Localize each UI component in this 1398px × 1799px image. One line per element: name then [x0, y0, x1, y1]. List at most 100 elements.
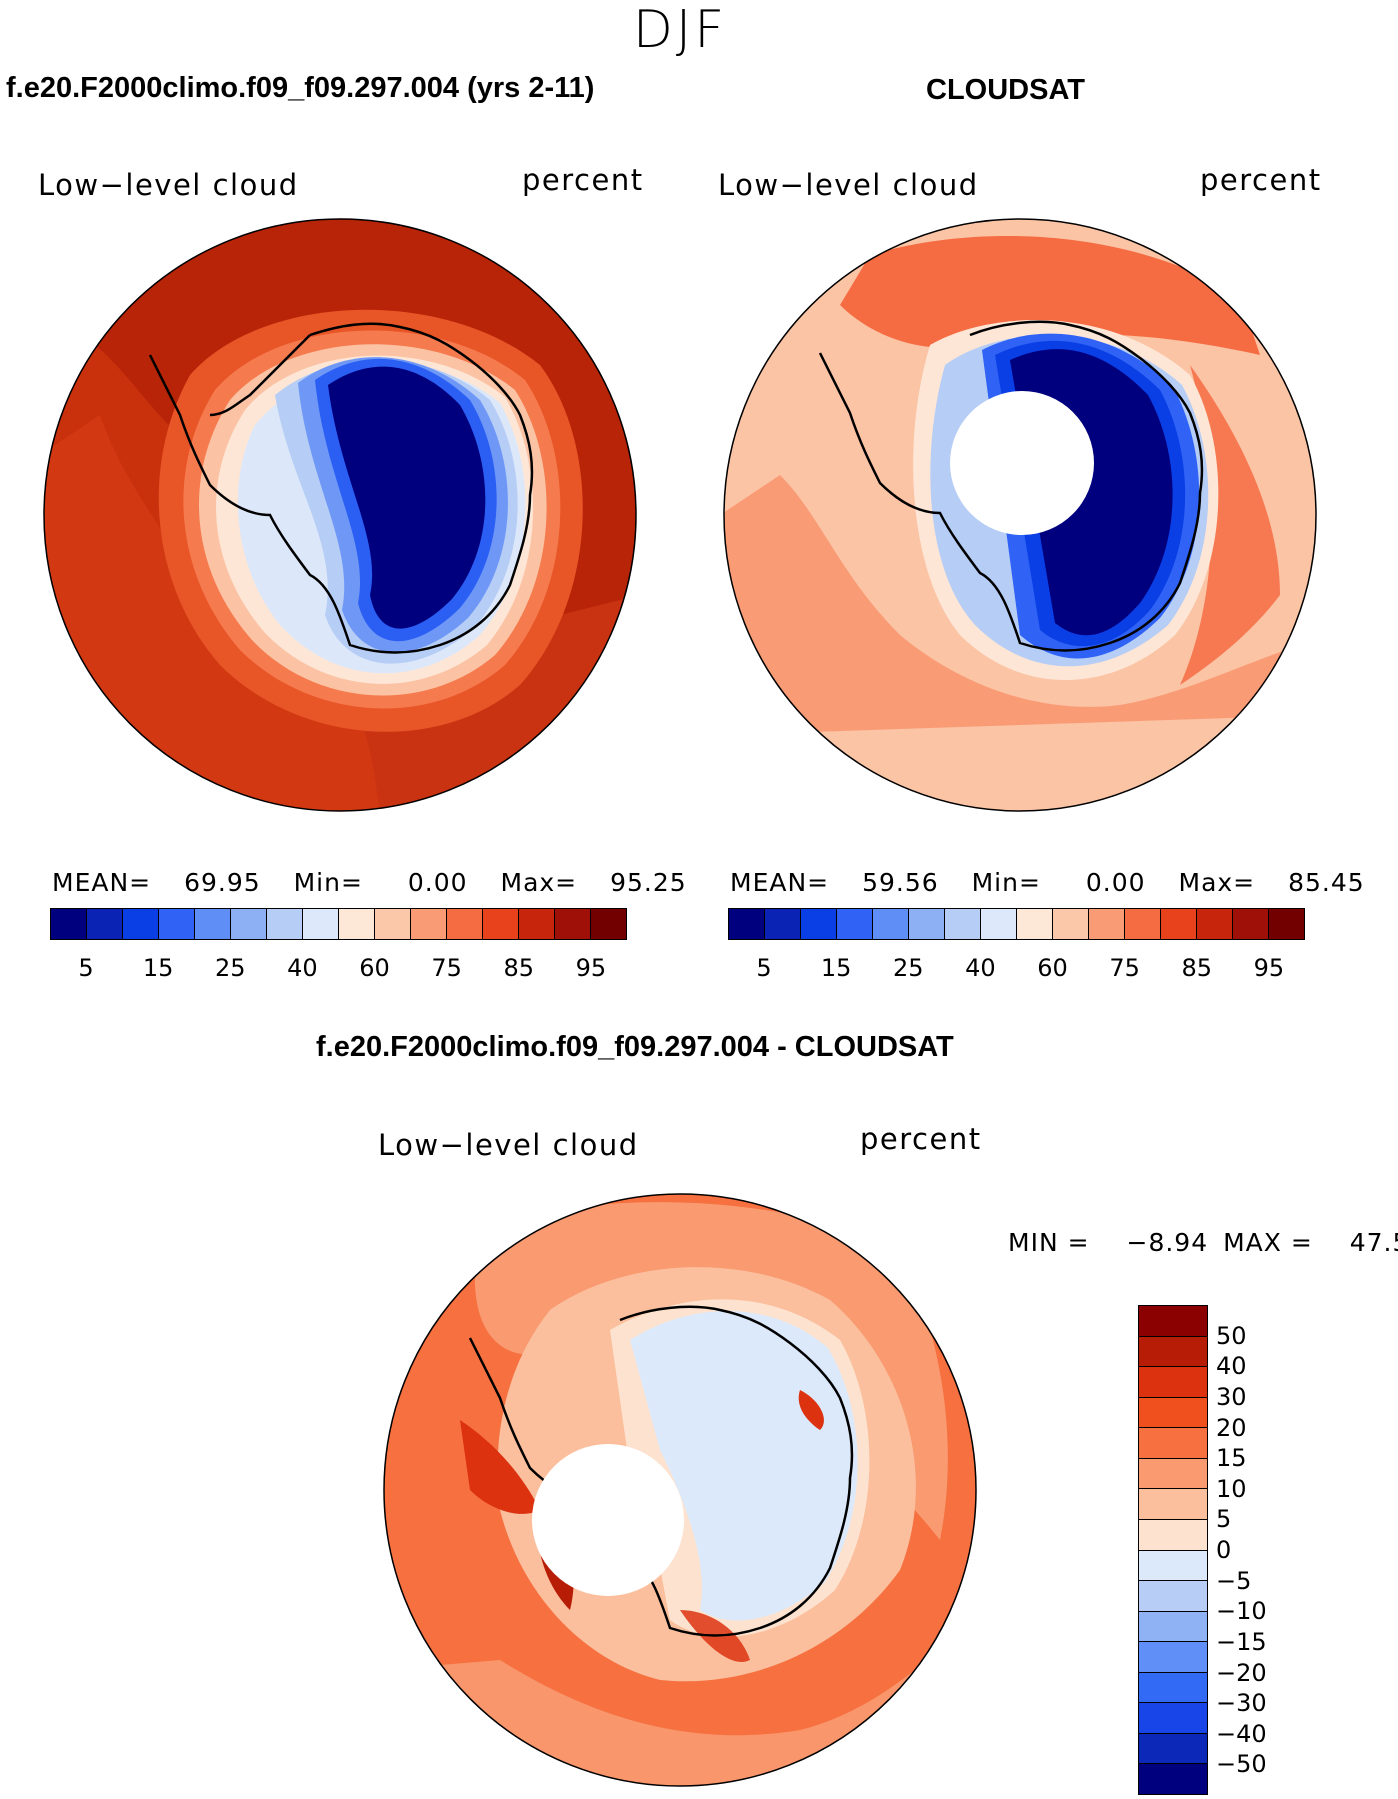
difference-colorbar-swatch [1139, 1519, 1207, 1551]
panel-2-colorbar-swatch [873, 909, 909, 939]
panel-1-colorbar-tick-label: 15 [142, 954, 174, 982]
panel-1-colorbar-swatch [447, 909, 483, 939]
panel-1-colorbar-swatch [195, 909, 231, 939]
panel-2-colorbar-tick-label: 40 [965, 954, 996, 982]
difference-map [383, 1193, 977, 1787]
panel-2-colorbar-swatch [909, 909, 945, 939]
panel-1-coastline [148, 322, 534, 654]
panel-1-title: f.e20.F2000climo.f09_f09.297.004 (yrs 2-… [6, 72, 595, 104]
panel-2-mean-value: 59.56 [862, 868, 939, 897]
difference-max-label: MAX = [1223, 1228, 1313, 1257]
difference-units-label: percent [860, 1122, 982, 1156]
panel-1-colorbar-swatch [123, 909, 159, 939]
difference-colorbar-tick-label: −10 [1216, 1597, 1267, 1626]
difference-field-region [798, 1390, 824, 1430]
panel-1-colorbar [50, 908, 627, 940]
panel-1-colorbar-swatch [519, 909, 555, 939]
panel-1-field-region [44, 415, 636, 811]
difference-colorbar-swatch [1139, 1489, 1207, 1520]
panel-2-colorbar-swatch [1269, 909, 1304, 939]
panel-1-colorbar-swatch [303, 909, 339, 939]
difference-polar-gap [532, 1444, 684, 1596]
difference-max-value: 47.50 [1349, 1228, 1398, 1257]
difference-colorbar-swatch [1139, 1428, 1207, 1459]
panel-1-colorbar-swatch [411, 909, 447, 939]
difference-colorbar-tick-label: −5 [1216, 1566, 1252, 1595]
difference-colorbar-tick-label: −30 [1216, 1689, 1267, 1718]
panel-1-colorbar-tick-label: 85 [503, 954, 535, 982]
difference-colorbar-tick-label: 5 [1216, 1505, 1232, 1534]
difference-colorbar-swatch [1139, 1306, 1207, 1337]
panel-2-max-label: Max= [1178, 868, 1256, 897]
panel-2-colorbar-swatch [1053, 909, 1089, 939]
difference-colorbar-tick-label: 50 [1216, 1321, 1247, 1350]
difference-colorbar-tick-label: −50 [1216, 1750, 1267, 1779]
panel-2-colorbar-swatch [945, 909, 981, 939]
difference-colorbar-swatch [1139, 1703, 1207, 1734]
difference-colorbar-tick-label: 0 [1216, 1536, 1232, 1564]
difference-coastline [468, 1305, 854, 1637]
panel-2-coastline [818, 320, 1204, 652]
difference-field-region [474, 1202, 948, 1540]
panel-1-colorbar-tick-label: 5 [78, 954, 94, 982]
panel-2-mean-label: MEAN= [730, 868, 830, 897]
panel-2-colorbar-tick-label: 15 [820, 954, 852, 982]
panel-1-colorbar-swatch [87, 909, 123, 939]
panel-2-colorbar-tick-label: 75 [1109, 954, 1140, 982]
difference-colorbar-tick-label: −20 [1216, 1658, 1267, 1687]
panel-1-colorbar-swatch [555, 909, 591, 939]
difference-colorbar-tick-label: −15 [1216, 1627, 1267, 1656]
panel-2-colorbar-swatch [1233, 909, 1269, 939]
difference-colorbar-swatch [1139, 1642, 1207, 1673]
panel-2-colorbar-tick-label: 85 [1181, 954, 1213, 982]
panel-1-mean-value: 69.95 [184, 868, 261, 897]
difference-colorbar-swatch [1139, 1367, 1207, 1398]
panel-2-colorbar-swatch [801, 909, 837, 939]
panel-2-colorbar-swatch [765, 909, 801, 939]
difference-colorbar-swatch [1139, 1611, 1207, 1643]
difference-colorbar-tick-label: 10 [1216, 1474, 1247, 1503]
panel-1-variable-label: Low−level cloud [38, 168, 299, 202]
panel-2-stats: MEAN= 59.56 Min= 0.00 Max= 85.45 [730, 868, 1365, 897]
panel-2-colorbar-tick-label: 95 [1253, 954, 1285, 982]
panel-1-colorbar-swatch [267, 909, 303, 939]
panel-1-min-value: 0.00 [407, 868, 468, 897]
difference-colorbar-tick-label: −40 [1216, 1719, 1267, 1748]
difference-min-value: −8.94 [1126, 1228, 1209, 1257]
panel-1-colorbar-swatch [231, 909, 267, 939]
difference-variable-label: Low−level cloud [378, 1128, 639, 1162]
panel-1-max-value: 95.25 [610, 868, 687, 897]
difference-colorbar-swatch [1139, 1764, 1207, 1794]
panel-1-colorbar-swatch [51, 909, 87, 939]
panel-1-colorbar-tick-label: 60 [359, 954, 390, 982]
panel-2-field-region [724, 475, 1316, 735]
panel-1-colorbar-tick-label: 40 [287, 954, 318, 982]
difference-colorbar-tick-label: 30 [1216, 1382, 1247, 1411]
difference-colorbar [1138, 1305, 1208, 1795]
difference-colorbar-swatch [1139, 1397, 1207, 1429]
difference-map-border [383, 1193, 977, 1787]
difference-stats: MIN = −8.94 MAX = 47.50 [1008, 1228, 1398, 1257]
panel-2-colorbar [728, 908, 1305, 940]
panel-2-polar-gap [950, 391, 1094, 535]
panel-1-min-label: Min= [293, 868, 363, 897]
panel-2-colorbar-tick-label: 25 [893, 954, 924, 982]
panel-1-colorbar-swatch [483, 909, 519, 939]
panel-1-colorbar-tick-label: 95 [575, 954, 607, 982]
difference-min-label: MIN = [1008, 1228, 1090, 1257]
difference-colorbar-swatch [1139, 1672, 1207, 1704]
difference-colorbar-tick-label: 15 [1216, 1444, 1247, 1473]
panel-2-colorbar-swatch [729, 909, 765, 939]
panel-1-colorbar-tick-label: 25 [215, 954, 246, 982]
panel-1-map-border [43, 218, 637, 812]
difference-colorbar-tick-label: 40 [1216, 1352, 1247, 1381]
difference-colorbar-swatch [1139, 1550, 1207, 1582]
panel-2-colorbar-swatch [1089, 909, 1125, 939]
panel-2-map [723, 218, 1317, 812]
difference-colorbar-swatch [1139, 1581, 1207, 1612]
panel-2-colorbar-swatch [1197, 909, 1233, 939]
panel-2-min-value: 0.00 [1085, 868, 1146, 897]
main-title: DJF [632, 0, 728, 60]
difference-title: f.e20.F2000climo.f09_f09.297.004 - CLOUD… [316, 1031, 954, 1063]
panel-2-field-region [1180, 365, 1280, 685]
